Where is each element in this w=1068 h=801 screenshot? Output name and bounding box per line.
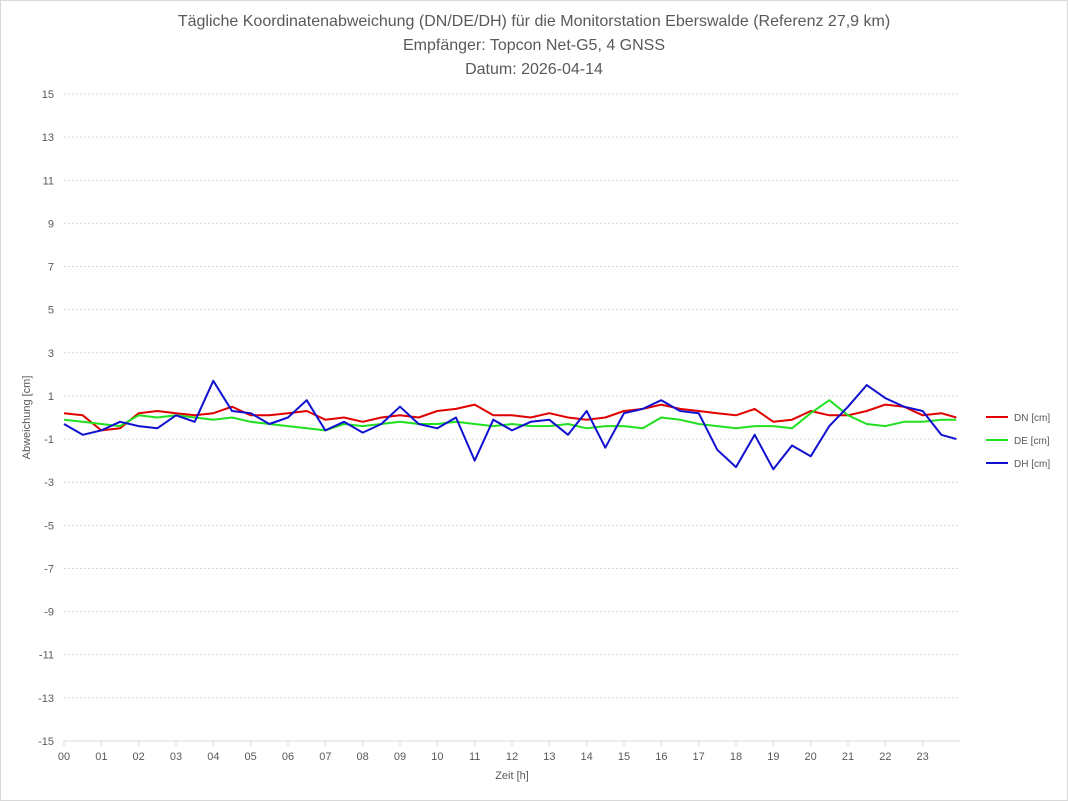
x-tick-label: 20	[805, 751, 817, 763]
x-tick-label: 19	[767, 751, 779, 763]
x-tick-label: 06	[282, 751, 294, 763]
x-tick-label: 01	[95, 751, 107, 763]
y-tick-label: 9	[48, 218, 54, 230]
x-tick-label: 15	[618, 751, 630, 763]
y-tick-label: 3	[48, 348, 54, 360]
y-tick-label: 13	[42, 132, 54, 144]
y-tick-label: 7	[48, 262, 54, 274]
x-tick-label: 12	[506, 751, 518, 763]
x-tick-label: 13	[543, 751, 555, 763]
y-tick-labels: 15 13 11 9 7 5 3 1 -1 -3 -5 -7 -9 -11 -13 -15	[38, 89, 54, 748]
x-tick-label: 05	[245, 751, 257, 763]
y-tick-label: 15	[42, 89, 54, 101]
series-layer	[63, 379, 957, 471]
x-tick-label: 00	[58, 751, 70, 763]
y-tick-label: -1	[44, 434, 54, 446]
legend-label: DE [cm]	[1014, 436, 1050, 447]
x-tick-label: 18	[730, 751, 742, 763]
y-tick-label: -3	[44, 477, 54, 489]
x-tick-label: 02	[133, 751, 145, 763]
x-tick-label: 14	[581, 751, 593, 763]
x-tick-label: 03	[170, 751, 182, 763]
chart-title: Tägliche Koordinatenabweichung (DN/DE/DH…	[177, 13, 891, 30]
x-tick-label: 21	[842, 751, 854, 763]
x-tick-label: 22	[879, 751, 891, 763]
y-tick-label: -13	[38, 693, 54, 705]
y-axis-title: Abweichung [cm]	[21, 376, 33, 460]
series-line-dh	[63, 379, 957, 471]
x-tick-label: 16	[655, 751, 667, 763]
legend: DN [cm] DE [cm] DH [cm]	[986, 413, 1050, 470]
chart-subtitle: Empfänger: Topcon Net-G5, 4 GNSS	[402, 37, 666, 54]
series-line-dn	[63, 403, 957, 432]
y-tick-label: -9	[44, 607, 54, 619]
x-tick-label: 07	[319, 751, 331, 763]
series-line-de	[63, 399, 957, 432]
chart-date-line: Datum: 2026-04-14	[465, 61, 603, 78]
y-tick-label: 11	[43, 175, 54, 187]
y-tick-label: 5	[48, 305, 54, 317]
x-tick-label: 23	[917, 751, 929, 763]
y-tick-label: -7	[44, 563, 54, 575]
x-tick-label: 09	[394, 751, 406, 763]
y-tick-label: -11	[39, 650, 54, 662]
x-tick-label: 17	[693, 751, 705, 763]
x-axis-title: Zeit [h]	[495, 770, 529, 782]
x-tick-label: 08	[357, 751, 369, 763]
grid-layer	[63, 93, 960, 746]
y-tick-label: -15	[38, 736, 54, 748]
x-tick-label: 11	[469, 751, 480, 763]
x-tick-label: 04	[207, 751, 219, 763]
x-tick-label: 10	[431, 751, 443, 763]
x-tick-labels: 00 01 02 03 04 05 06 07 08 09 10 11 12 13 14 15 16 17 18 19…	[58, 751, 929, 763]
y-tick-label: 1	[48, 391, 54, 403]
legend-label: DH [cm]	[1014, 459, 1050, 470]
y-tick-label: -5	[44, 520, 54, 532]
legend-label: DN [cm]	[1014, 413, 1050, 424]
